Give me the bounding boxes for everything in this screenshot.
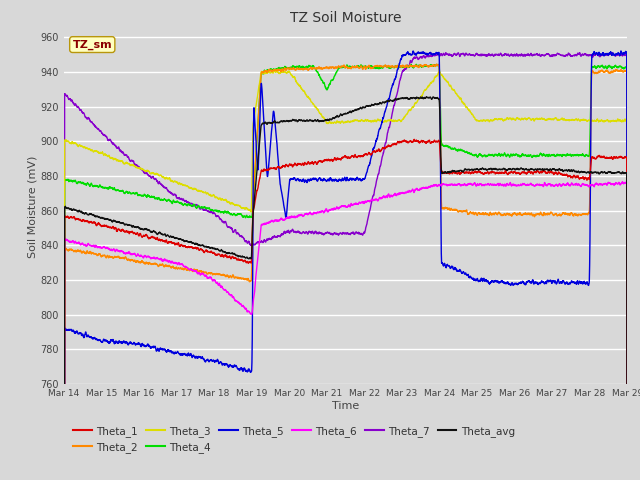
Text: TZ_sm: TZ_sm [72,39,112,50]
Legend: Theta_1, Theta_2, Theta_3, Theta_4, Theta_5, Theta_6, Theta_7, Theta_avg: Theta_1, Theta_2, Theta_3, Theta_4, Thet… [69,421,519,457]
X-axis label: Time: Time [332,401,359,410]
Title: TZ Soil Moisture: TZ Soil Moisture [290,11,401,25]
Y-axis label: Soil Moisture (mV): Soil Moisture (mV) [28,155,38,258]
